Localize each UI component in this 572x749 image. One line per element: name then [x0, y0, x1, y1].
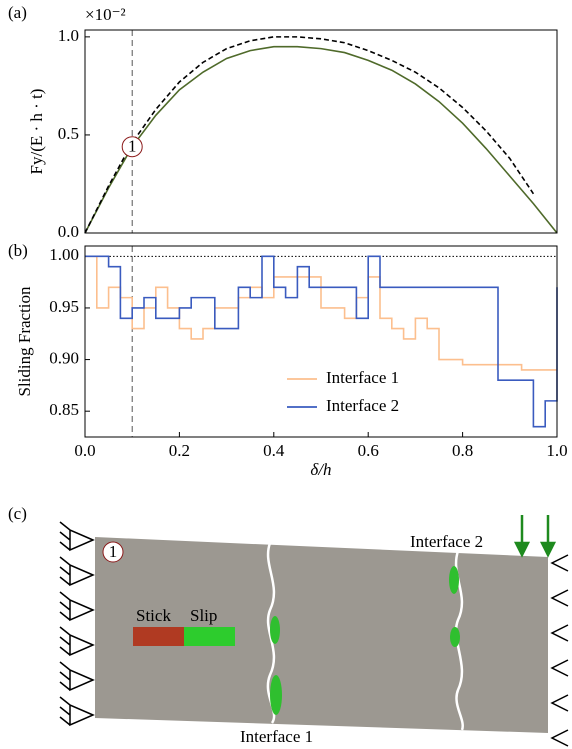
x-tick-label: 0.2	[169, 441, 190, 460]
marker-label: 1	[128, 137, 137, 156]
series-line	[84, 45, 558, 234]
x-tick-label: 1.0	[546, 441, 567, 460]
marker-label: 1	[109, 542, 118, 561]
marker-circle	[121, 136, 143, 158]
y-tick-label: 0.90	[49, 348, 79, 367]
y-tick-label: 0.85	[49, 400, 79, 419]
marker-circle	[102, 541, 124, 563]
crack	[454, 550, 464, 731]
y-tick-label: 0.95	[49, 297, 79, 316]
y-tick-label: 1.00	[49, 245, 79, 264]
plot-frame	[84, 29, 558, 234]
y-tick-label: 0.5	[58, 124, 79, 143]
panel-label: (a)	[8, 3, 27, 22]
slip-swatch	[184, 627, 235, 646]
series-line	[85, 255, 558, 428]
slip-label: Slip	[190, 606, 217, 625]
stick-label: Stick	[136, 606, 171, 625]
supports	[59, 521, 569, 747]
x-tick-label: 0.4	[263, 441, 285, 460]
load-arrows	[513, 515, 557, 558]
interface-label: Interface 2	[410, 532, 483, 551]
legend-label: Interface 2	[326, 396, 399, 415]
x-tick-label: 0.6	[358, 441, 379, 460]
body	[95, 537, 548, 733]
panel-label: (c)	[8, 504, 27, 523]
plot-frame	[84, 245, 558, 438]
y-tick-label: 1.0	[58, 26, 79, 45]
x-tick-label: 0.8	[452, 441, 473, 460]
series-line	[84, 36, 535, 234]
legend-label: Interface 1	[326, 368, 399, 387]
x-tick-label: 0.0	[74, 441, 95, 460]
diagram: 1 (c) Stick Slip Interface 2 Interface 1	[8, 504, 569, 747]
y-axis-label: Fy/(E · h · t)	[27, 89, 46, 175]
interface-label: Interface 1	[240, 727, 313, 746]
y-multiplier: ×10⁻²	[85, 5, 126, 24]
slip-patches	[270, 566, 460, 715]
x-axis-label: δ/h	[310, 460, 331, 479]
panel-label: (b)	[8, 241, 28, 260]
stick-swatch	[133, 627, 184, 646]
y-axis-label: Sliding Fraction	[15, 286, 34, 397]
y-tick-label: 0.0	[58, 222, 79, 241]
